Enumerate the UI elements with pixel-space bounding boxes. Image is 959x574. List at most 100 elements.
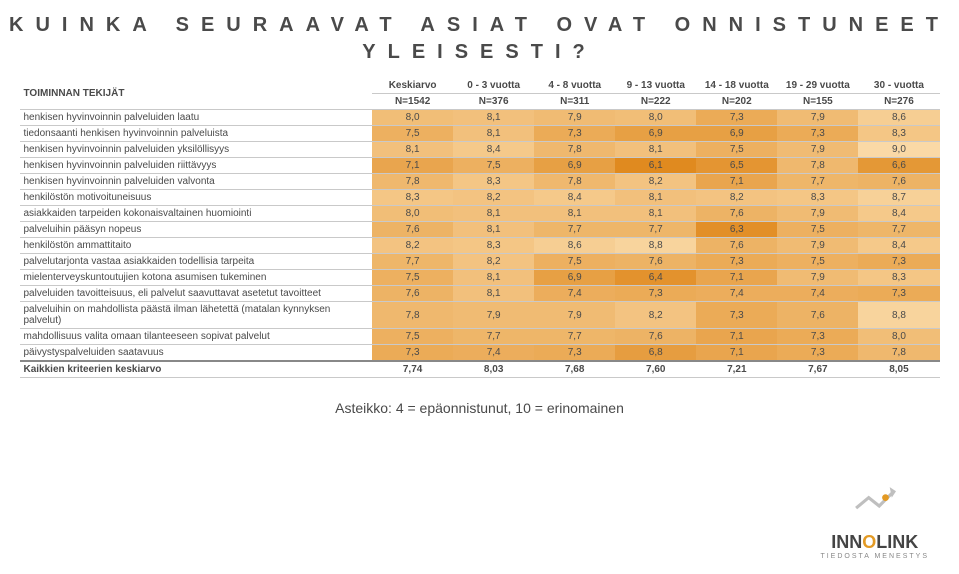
row-label: henkilöstön motivoituneisuus	[20, 190, 373, 206]
cell-value: 7,3	[534, 345, 615, 362]
col-subheader: N=202	[696, 94, 777, 110]
row-label: palveluiden tavoitteisuus, eli palvelut …	[20, 286, 373, 302]
cell-value: 8,1	[615, 142, 696, 158]
cell-value: 8,1	[534, 206, 615, 222]
cell-value: 7,3	[777, 329, 858, 345]
col-header-factor: TOIMINNAN TEKIJÄT	[20, 78, 373, 110]
cell-value: 8,1	[453, 126, 534, 142]
cell-value: 7,3	[615, 286, 696, 302]
cell-value: 8,2	[453, 190, 534, 206]
table-row: päivystyspalveluiden saatavuus7,37,47,36…	[20, 345, 940, 362]
col-subheader: N=376	[453, 94, 534, 110]
cell-value: 7,8	[534, 142, 615, 158]
col-header: Keskiarvo	[372, 78, 453, 94]
cell-value: 9,0	[858, 142, 939, 158]
cell-value: 6,6	[858, 158, 939, 174]
table-row: mahdollisuus valita omaan tilanteeseen s…	[20, 329, 940, 345]
table-row: tiedonsaanti henkisen hyvinvoinnin palve…	[20, 126, 940, 142]
cell-value: 7,6	[858, 174, 939, 190]
cell-value: 7,7	[615, 222, 696, 238]
summary-value: 7,60	[615, 361, 696, 378]
cell-value: 7,3	[696, 302, 777, 329]
cell-value: 8,2	[453, 254, 534, 270]
cell-value: 7,5	[696, 142, 777, 158]
row-label: henkisen hyvinvoinnin palveluiden riittä…	[20, 158, 373, 174]
cell-value: 7,1	[696, 270, 777, 286]
summary-value: 7,67	[777, 361, 858, 378]
brand-name-post: LINK	[876, 532, 918, 552]
cell-value: 8,3	[858, 126, 939, 142]
cell-value: 7,7	[372, 254, 453, 270]
cell-value: 8,1	[453, 270, 534, 286]
cell-value: 8,4	[534, 190, 615, 206]
row-label: asiakkaiden tarpeiden kokonaisvaltainen …	[20, 206, 373, 222]
brand-name-pre: INN	[831, 532, 862, 552]
cell-value: 7,1	[372, 158, 453, 174]
row-label: tiedonsaanti henkisen hyvinvoinnin palve…	[20, 126, 373, 142]
cell-value: 7,3	[777, 345, 858, 362]
cell-value: 8,4	[858, 206, 939, 222]
table-row: henkilöstön motivoituneisuus8,38,28,48,1…	[20, 190, 940, 206]
cell-value: 7,9	[777, 238, 858, 254]
row-label: palveluihin pääsyn nopeus	[20, 222, 373, 238]
cell-value: 8,7	[858, 190, 939, 206]
row-label: palveluihin on mahdollista päästä ilman …	[20, 302, 373, 329]
cell-value: 8,1	[453, 110, 534, 126]
cell-value: 7,6	[615, 329, 696, 345]
row-label: mahdollisuus valita omaan tilanteeseen s…	[20, 329, 373, 345]
cell-value: 8,0	[372, 206, 453, 222]
cell-value: 6,9	[696, 126, 777, 142]
cell-value: 7,7	[534, 329, 615, 345]
cell-value: 6,9	[615, 126, 696, 142]
cell-value: 7,6	[777, 302, 858, 329]
cell-value: 6,3	[696, 222, 777, 238]
brand-tagline: TIEDOSTA MENESTYS	[820, 553, 929, 560]
cell-value: 7,8	[372, 174, 453, 190]
scale-note: Asteikko: 4 = epäonnistunut, 10 = erinom…	[0, 400, 959, 416]
cell-value: 6,9	[534, 158, 615, 174]
cell-value: 8,0	[615, 110, 696, 126]
cell-value: 6,9	[534, 270, 615, 286]
summary-value: 8,03	[453, 361, 534, 378]
cell-value: 7,5	[372, 126, 453, 142]
cell-value: 7,5	[534, 254, 615, 270]
col-subheader: N=276	[858, 94, 939, 110]
cell-value: 8,1	[615, 206, 696, 222]
cell-value: 7,3	[777, 126, 858, 142]
cell-value: 7,5	[372, 329, 453, 345]
cell-value: 7,9	[534, 110, 615, 126]
page-title-line2: YLEISESTI?	[0, 41, 959, 78]
cell-value: 8,3	[453, 174, 534, 190]
brand-logo: INNOLINK TIEDOSTA MENESTYS	[820, 485, 929, 560]
col-subheader: N=222	[615, 94, 696, 110]
cell-value: 7,4	[453, 345, 534, 362]
table-row: asiakkaiden tarpeiden kokonaisvaltainen …	[20, 206, 940, 222]
cell-value: 7,7	[858, 222, 939, 238]
cell-value: 8,8	[615, 238, 696, 254]
cell-value: 8,3	[453, 238, 534, 254]
cell-value: 7,1	[696, 329, 777, 345]
cell-value: 7,6	[372, 222, 453, 238]
cell-value: 7,8	[372, 302, 453, 329]
cell-value: 7,4	[777, 286, 858, 302]
cell-value: 7,6	[372, 286, 453, 302]
cell-value: 7,9	[777, 206, 858, 222]
cell-value: 7,9	[777, 110, 858, 126]
cell-value: 7,3	[534, 126, 615, 142]
cell-value: 7,6	[615, 254, 696, 270]
row-label: henkisen hyvinvoinnin palveluiden valvon…	[20, 174, 373, 190]
col-header: 4 - 8 vuotta	[534, 78, 615, 94]
cell-value: 8,6	[858, 110, 939, 126]
brand-name-o: O	[862, 532, 876, 552]
cell-value: 8,0	[372, 110, 453, 126]
table-row: mielenterveyskuntoutujien kotona asumise…	[20, 270, 940, 286]
cell-value: 7,3	[696, 254, 777, 270]
cell-value: 8,2	[372, 238, 453, 254]
cell-value: 8,4	[858, 238, 939, 254]
row-label: palvelutarjonta vastaa asiakkaiden todel…	[20, 254, 373, 270]
cell-value: 7,4	[534, 286, 615, 302]
cell-value: 7,5	[372, 270, 453, 286]
table-row: henkilöstön ammattitaito8,28,38,68,87,67…	[20, 238, 940, 254]
cell-value: 7,7	[453, 329, 534, 345]
cell-value: 7,3	[696, 110, 777, 126]
